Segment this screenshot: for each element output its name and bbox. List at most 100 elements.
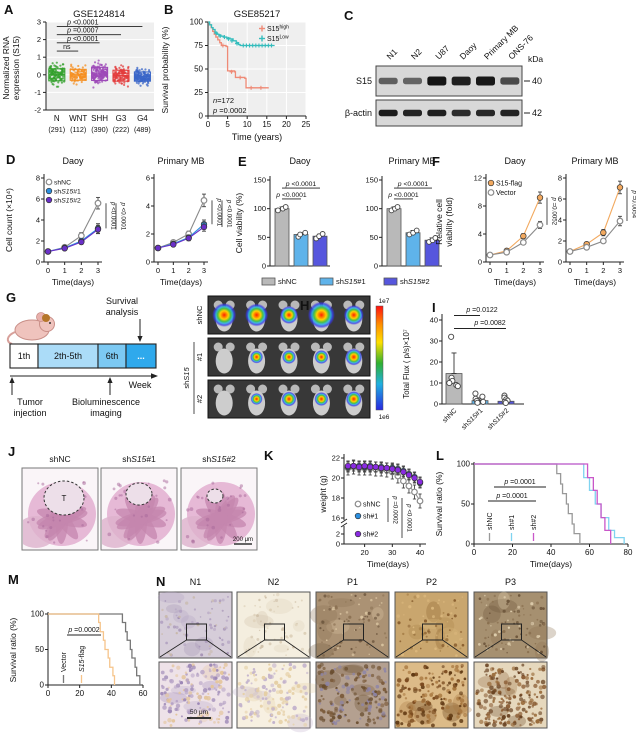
svg-text:150: 150: [253, 176, 266, 185]
svg-text:Time(days): Time(days): [574, 277, 616, 287]
panel-e-letter: E: [238, 154, 247, 169]
svg-text:0: 0: [466, 540, 471, 549]
svg-text:25: 25: [302, 120, 310, 129]
svg-text:1th: 1th: [18, 351, 31, 361]
svg-text:100: 100: [457, 460, 471, 469]
svg-text:Vector: Vector: [61, 651, 68, 672]
panel-h-bioluminescence-svg: shNC shS15 #1 #2 1e7 1e6: [182, 295, 390, 421]
svg-text:(489): (489): [134, 125, 151, 134]
svg-text:Survival ratio (%): Survival ratio (%): [8, 617, 18, 682]
svg-text:kDa: kDa: [528, 54, 543, 64]
svg-text:0: 0: [262, 262, 266, 271]
svg-text:4: 4: [146, 202, 150, 211]
svg-text:P2: P2: [426, 577, 437, 587]
panel-l-chart-svg: Survival ratio (%) 0 50 100 0 20 40 60 80 shNC sh#…: [434, 460, 633, 570]
svg-text:8: 8: [36, 174, 40, 183]
svg-text:4: 4: [558, 216, 562, 225]
svg-text:6: 6: [146, 174, 150, 183]
svg-text:GSE124814: GSE124814: [73, 9, 125, 20]
svg-text:#1: #1: [195, 353, 204, 361]
svg-text:T: T: [62, 494, 67, 503]
svg-text:WNT: WNT: [69, 114, 87, 123]
svg-text:100: 100: [253, 204, 266, 213]
svg-text:2: 2: [187, 266, 191, 275]
svg-text:p =0.0082: p =0.0082: [473, 320, 505, 327]
svg-text:100: 100: [365, 204, 378, 213]
svg-text:6th: 6th: [106, 351, 119, 361]
svg-text:3: 3: [202, 266, 206, 275]
panel-a-expression-plot: GSE124814 Normalized RNA expression (S15) -…: [0, 4, 158, 148]
svg-text:S15-flag: S15-flag: [496, 181, 522, 188]
svg-text:S15high: S15high: [267, 25, 289, 34]
svg-text:6: 6: [558, 195, 562, 204]
svg-text:25: 25: [194, 88, 203, 97]
svg-text:shS15#1: shS15#1: [336, 277, 366, 286]
panel-a-letter: A: [4, 2, 14, 17]
svg-text:p =0.0001: p =0.0001: [503, 479, 535, 486]
svg-text:p <0.0001: p <0.0001: [216, 197, 223, 226]
panel-b-survival-plot: GSE85217 Survival probability (%) 0 25 50 75 1…: [158, 4, 311, 152]
svg-text:p <0.0001: p <0.0001: [66, 36, 98, 43]
svg-text:Cell viability (%): Cell viability (%): [234, 193, 244, 254]
svg-text:weight (g): weight (g): [318, 475, 328, 513]
panel-g-timeline: 1th 2th-5th 6th... Week Tumor injection Biolum…: [2, 292, 160, 424]
svg-text:50: 50: [194, 65, 203, 74]
svg-text:8: 8: [478, 202, 482, 211]
svg-text:0: 0: [37, 70, 41, 79]
svg-text:1: 1: [37, 53, 41, 62]
svg-text:p <0.0001: p <0.0001: [387, 192, 419, 199]
svg-text:S15: S15: [356, 76, 372, 86]
svg-text:viability (fold): viability (fold): [444, 197, 454, 247]
svg-text:15: 15: [262, 120, 271, 129]
svg-text:2: 2: [521, 266, 525, 275]
svg-text:2: 2: [336, 530, 340, 539]
svg-text:U87: U87: [433, 43, 451, 61]
svg-text:2: 2: [146, 230, 150, 239]
svg-text:Cell count (×10⁴): Cell count (×10⁴): [4, 188, 14, 252]
svg-text:0: 0: [478, 258, 482, 267]
panel-h-bioluminescence: shNC shS15 #1 #2 1e7 1e6: [158, 294, 400, 422]
svg-text:p =0.0054: p =0.0054: [631, 189, 636, 218]
svg-text:expression (S15): expression (S15): [11, 36, 21, 100]
svg-text:Survival ratio (%): Survival ratio (%): [434, 471, 444, 536]
svg-text:Primary MB: Primary MB: [572, 156, 619, 166]
svg-text:shS15#2: shS15#2: [54, 198, 81, 205]
svg-text:p <0.0001: p <0.0001: [226, 199, 233, 228]
svg-text:(390): (390): [91, 125, 108, 134]
svg-text:p <0.0001: p <0.0001: [66, 19, 98, 26]
svg-text:0: 0: [40, 681, 45, 690]
panel-i-letter: I: [432, 300, 436, 315]
svg-text:0: 0: [36, 258, 40, 267]
svg-text:60: 60: [139, 689, 148, 698]
panel-e-viability-bars: Cell viability (%) Daoy 0 50 100 150 p <0.0001…: [232, 150, 454, 292]
svg-text:shNC: shNC: [195, 305, 204, 324]
panel-m-survival-plot: Survival ratio (%) 0 50 100 0 20 40 60 Vector S15…: [2, 570, 154, 752]
svg-text:imaging: imaging: [90, 408, 122, 418]
svg-text:0: 0: [472, 548, 477, 557]
svg-text:p =0.0002: p =0.0002: [67, 627, 99, 634]
svg-text:analysis: analysis: [106, 307, 139, 317]
svg-text:G3: G3: [116, 114, 127, 123]
svg-text:p <0.0001: p <0.0001: [110, 201, 117, 230]
svg-text:shS15#1: shS15#1: [122, 454, 156, 464]
svg-text:150: 150: [365, 176, 378, 185]
svg-text:N2: N2: [268, 577, 280, 587]
svg-text:Primary MB: Primary MB: [158, 156, 205, 166]
svg-text:shNC: shNC: [441, 407, 458, 424]
svg-text:Daoy: Daoy: [458, 40, 480, 62]
svg-text:16: 16: [332, 514, 340, 523]
panel-d-cell-count-plots: Cell count (×10⁴) Daoy 0 2 4 6 8 0 1 2 3 Time(days)…: [2, 150, 233, 290]
svg-text:Time(days): Time(days): [367, 559, 409, 569]
svg-text:20: 20: [430, 358, 438, 367]
svg-text:50: 50: [370, 233, 378, 242]
panel-l-survival-plot: Survival ratio (%) 0 50 100 0 20 40 60 80 shNC sh#…: [432, 446, 636, 572]
svg-text:Time (years): Time (years): [232, 132, 282, 142]
svg-text:Survival probability (%): Survival probability (%): [160, 26, 170, 113]
svg-text:40: 40: [430, 316, 438, 325]
panel-c-western-blot: N1 N2 U87 Daoy Primary MB ONS-76 kDa S15 40 β-act…: [316, 4, 636, 148]
svg-text:P3: P3: [505, 577, 516, 587]
svg-text:0: 0: [336, 540, 340, 549]
